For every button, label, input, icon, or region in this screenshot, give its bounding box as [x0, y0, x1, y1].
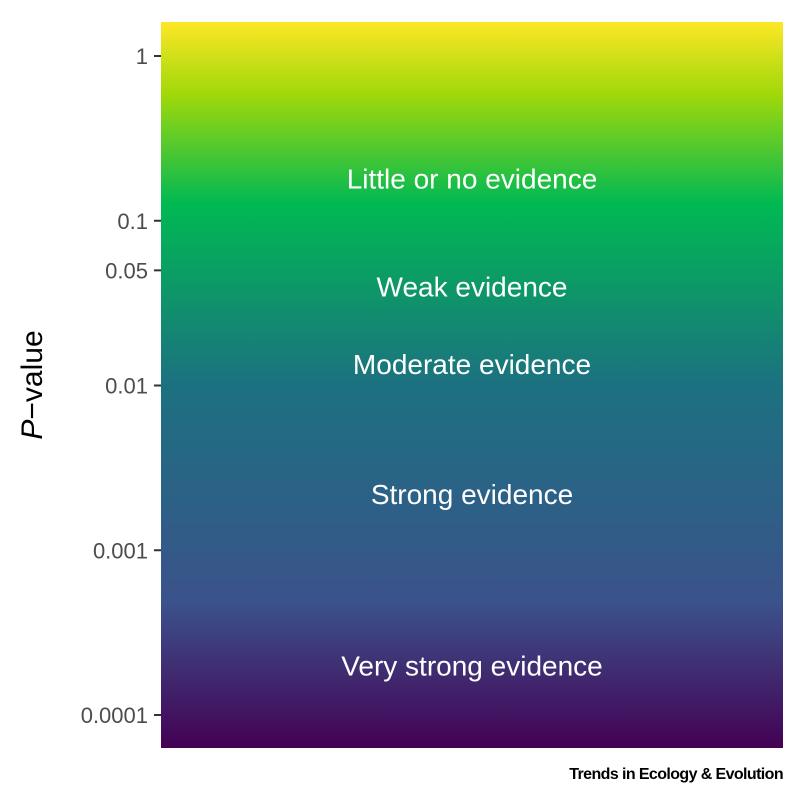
band-label: Little or no evidence: [347, 164, 598, 195]
y-tick-label: 0.001: [93, 538, 148, 563]
source-credit: Trends in Ecology & Evolution: [569, 766, 783, 783]
band-label: Weak evidence: [377, 271, 568, 302]
y-tick-label: 0.01: [105, 374, 148, 399]
y-axis-title-rest: −value: [16, 330, 49, 419]
band-labels: Little or no evidence Weak evidence Modera…: [341, 164, 603, 682]
y-tick-label: 0.0001: [81, 703, 148, 728]
gradient-panel: [161, 22, 783, 748]
y-tick-label: 1: [136, 44, 148, 69]
y-tick-label: 0.1: [117, 209, 148, 234]
y-tick-label: 0.05: [105, 258, 148, 283]
band-label: Very strong evidence: [341, 650, 603, 681]
band-label: Strong evidence: [371, 479, 573, 510]
y-axis-title: P−value: [16, 330, 49, 439]
y-axis: 1 0.1 0.05 0.01 0.001 0.0001: [81, 44, 161, 728]
y-axis-title-italic: P: [16, 420, 49, 440]
band-label: Moderate evidence: [353, 349, 591, 380]
